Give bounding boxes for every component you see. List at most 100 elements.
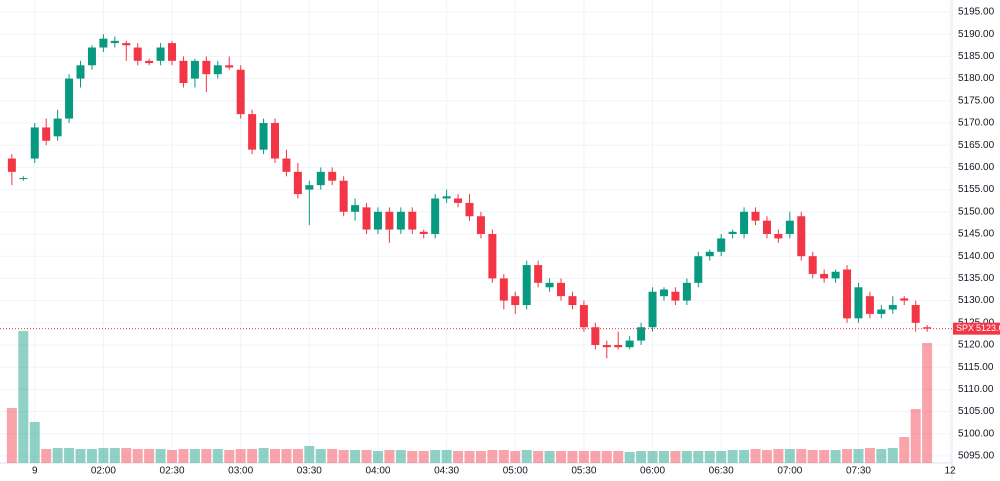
volume-bar [121,448,132,463]
volume-bar [922,343,933,463]
candle-body [202,60,211,75]
candle-body [694,256,703,283]
volume-bar [887,448,898,463]
volume-bar [86,449,97,463]
candle-body [133,47,142,61]
y-tick-label: 5095.00 [958,451,995,462]
x-tick-label: 03:00 [228,466,253,477]
candle-body [671,291,680,301]
volume-bar [681,451,692,463]
candle-body [843,269,852,319]
last-price-badge [975,322,1000,335]
volume-bar [372,451,383,463]
volume-bar [327,449,338,463]
volume-bar [224,450,235,463]
candle-body [442,196,451,199]
candle-body [190,60,199,79]
volume-bar [601,451,612,463]
volume-bar [521,450,532,463]
volume-bar [189,449,200,463]
volume-bar [647,451,658,463]
candle-body [259,123,268,150]
volume-bar [258,448,269,463]
volume-bar [876,449,887,463]
volume-bar [853,449,864,463]
candle-body [271,123,279,159]
candle-body [213,65,222,75]
candle-body [362,207,371,230]
volume-bar [784,449,795,463]
volume-bar [361,450,372,463]
volume-bar [64,448,75,463]
candle-body [557,282,566,297]
volume-bar [773,449,784,463]
volume-bar [487,450,498,463]
candle-body [110,40,119,44]
candle-body [820,273,829,279]
candle-body [637,327,646,341]
candle-body [248,114,257,150]
volume-bar [338,450,349,463]
candle-body [602,345,611,348]
candle-body [99,38,108,48]
y-tick-label: 5195.00 [958,7,995,18]
volume-bar [453,451,464,463]
candle-body [682,282,691,301]
volume-bar [819,450,830,463]
volume-bar [613,451,624,463]
volume-bar [475,451,486,463]
candle-body [316,171,325,186]
symbol-badge [953,322,975,335]
volume-bar [544,451,555,463]
x-tick-label: 07:30 [846,466,871,477]
x-tick-label: 07:00 [777,466,802,477]
volume-bar [418,451,429,463]
candle-body [900,298,909,301]
candle-body [785,220,794,234]
candle-body [877,309,886,314]
grid [0,0,952,463]
volume-bar [807,450,818,463]
volume-bar [704,451,715,463]
candle-body [30,127,39,159]
candle-body [65,78,74,119]
candle-body [122,43,131,46]
volume-bar [144,449,155,463]
volume-bar [167,450,178,463]
symbol-label: SPX [956,323,974,333]
volume-bar [578,451,589,463]
candle-body [511,296,520,306]
volume-bar [395,450,406,463]
volume-bar [796,449,807,463]
y-tick-label: 5140.00 [958,251,995,262]
candle-body [408,211,417,230]
x-tick-label: 06:00 [640,466,665,477]
candle-body [236,69,245,115]
candle-body [728,231,737,234]
candle-body [831,271,840,279]
volume-bar [304,446,315,463]
candle-body [614,345,623,348]
candle-body [454,198,463,203]
y-tick-label: 5120.00 [958,340,995,351]
candle-body [419,231,428,234]
candle-body [282,158,291,172]
y-tick-label: 5135.00 [958,273,995,284]
candle-body [168,43,177,61]
x-tick-label: 06:30 [709,466,734,477]
y-tick-label: 5130.00 [958,295,995,306]
y-tick-label: 5160.00 [958,162,995,173]
volume-bar [350,450,361,463]
volume-bar [658,451,669,463]
volume-bar [6,408,17,463]
volume-bar [178,449,189,463]
volume-bar [109,448,120,463]
candle-body [591,327,600,345]
y-tick-label: 5170.00 [958,118,995,129]
candle-body [579,305,588,328]
volume-bar [510,451,521,463]
volume-bar [98,448,109,463]
volume-bar [29,422,40,463]
volume-bar [567,451,578,463]
candle-body [293,171,302,195]
